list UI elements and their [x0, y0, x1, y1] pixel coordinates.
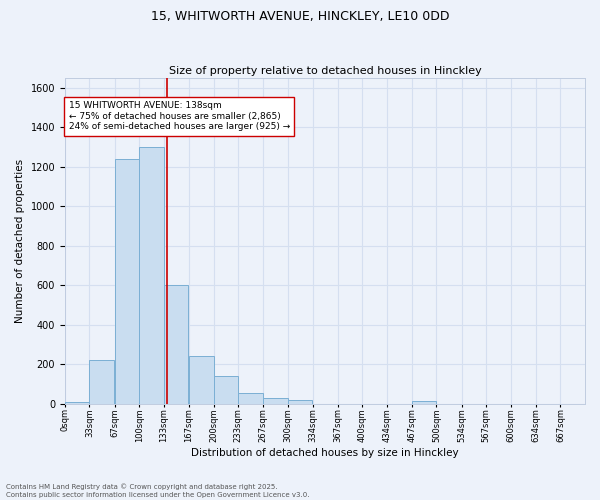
Text: 15, WHITWORTH AVENUE, HINCKLEY, LE10 0DD: 15, WHITWORTH AVENUE, HINCKLEY, LE10 0DD [151, 10, 449, 23]
Bar [139, 147, 164, 404]
Bar [214, 376, 238, 404]
Title: Size of property relative to detached houses in Hinckley: Size of property relative to detached ho… [169, 66, 481, 76]
X-axis label: Distribution of detached houses by size in Hinckley: Distribution of detached houses by size … [191, 448, 459, 458]
Text: 15 WHITWORTH AVENUE: 138sqm
← 75% of detached houses are smaller (2,865)
24% of : 15 WHITWORTH AVENUE: 138sqm ← 75% of det… [68, 102, 290, 131]
Bar [115, 158, 139, 404]
Text: Contains HM Land Registry data © Crown copyright and database right 2025.
Contai: Contains HM Land Registry data © Crown c… [6, 484, 310, 498]
Y-axis label: Number of detached properties: Number of detached properties [15, 158, 25, 323]
Bar [89, 360, 114, 404]
Bar [288, 400, 313, 404]
Bar [65, 402, 89, 404]
Bar [238, 393, 263, 404]
Bar [263, 398, 288, 404]
Bar [189, 356, 214, 404]
Bar [164, 285, 188, 404]
Bar [412, 401, 436, 404]
